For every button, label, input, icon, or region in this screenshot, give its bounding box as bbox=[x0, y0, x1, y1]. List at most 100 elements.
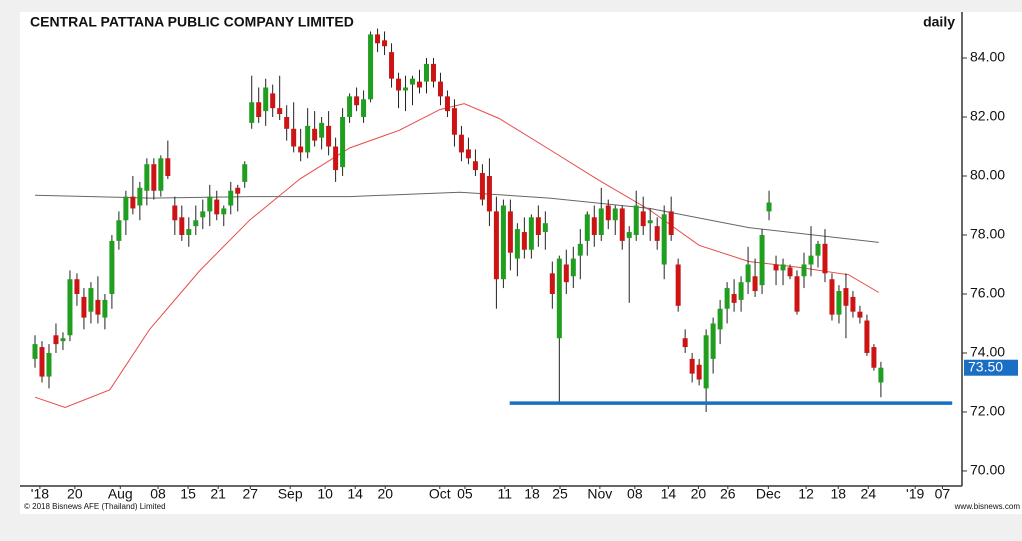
candle-body bbox=[535, 217, 541, 235]
candle-body bbox=[689, 358, 695, 374]
candle-body bbox=[109, 240, 115, 294]
candle-body bbox=[640, 211, 646, 227]
candle-body bbox=[326, 125, 332, 147]
candle-body bbox=[130, 196, 136, 209]
candle-body bbox=[647, 220, 653, 224]
candle-body bbox=[829, 279, 835, 315]
candle-body bbox=[340, 117, 346, 168]
x-tick-label: 25 bbox=[552, 486, 568, 502]
candle-body bbox=[235, 187, 241, 194]
candle-body bbox=[172, 205, 178, 221]
candle-body bbox=[731, 293, 737, 303]
candle-body bbox=[703, 335, 709, 389]
candle-body bbox=[277, 108, 283, 115]
candle-body bbox=[843, 288, 849, 306]
x-tick-label: '18 bbox=[31, 486, 49, 502]
candle-body bbox=[291, 128, 297, 147]
candle-body bbox=[822, 243, 828, 274]
candle-body bbox=[864, 320, 870, 353]
candle-body bbox=[354, 96, 360, 106]
candle-body bbox=[305, 125, 311, 153]
candle-body bbox=[563, 264, 569, 283]
candle-body bbox=[619, 208, 625, 241]
x-tick-label: 24 bbox=[861, 486, 877, 502]
x-tick-label: '19 bbox=[906, 486, 924, 502]
candle-body bbox=[116, 220, 122, 241]
candle-body bbox=[179, 217, 185, 235]
candle-body bbox=[479, 173, 485, 200]
moving-average bbox=[34, 103, 880, 409]
candle-body bbox=[780, 264, 786, 271]
candle-body bbox=[137, 187, 143, 206]
candle-body bbox=[815, 243, 821, 256]
candle-body bbox=[633, 205, 639, 235]
candle-body bbox=[382, 40, 388, 47]
candle-body bbox=[451, 108, 457, 135]
candle-body bbox=[493, 211, 499, 280]
candle-body bbox=[410, 78, 416, 85]
source: www.bisnews.com bbox=[954, 502, 1021, 511]
candle-body bbox=[263, 87, 269, 112]
candle-body bbox=[437, 81, 443, 97]
candle-body bbox=[507, 211, 513, 253]
candle-body bbox=[766, 202, 772, 212]
candle-body bbox=[221, 208, 227, 215]
candle-body bbox=[403, 87, 409, 91]
candle-body bbox=[347, 96, 353, 118]
candle-body bbox=[605, 205, 611, 221]
x-tick-label: 08 bbox=[627, 486, 643, 502]
copyright: © 2018 Bisnews AFE (Thailand) Limited bbox=[24, 502, 166, 511]
candle-body bbox=[53, 335, 59, 345]
candle-body bbox=[857, 311, 863, 318]
y-tick-label: 72.00 bbox=[970, 403, 1005, 419]
candle-body bbox=[773, 264, 779, 271]
candle-body bbox=[361, 99, 367, 118]
x-tick-label: 20 bbox=[377, 486, 393, 502]
candle-body bbox=[200, 211, 206, 218]
candle-body bbox=[850, 296, 856, 312]
candle-body bbox=[542, 223, 548, 233]
candle-body bbox=[787, 267, 793, 277]
candle-body bbox=[878, 367, 884, 383]
candle-body bbox=[214, 199, 220, 215]
candle-body bbox=[738, 282, 744, 300]
y-tick-label: 84.00 bbox=[970, 49, 1005, 65]
candle-body bbox=[151, 164, 157, 191]
candle-body bbox=[696, 364, 702, 380]
y-tick-label: 82.00 bbox=[970, 108, 1005, 124]
candle-body bbox=[871, 347, 877, 368]
candle-body bbox=[682, 338, 688, 348]
y-tick-label: 74.00 bbox=[970, 344, 1005, 360]
candle-body bbox=[158, 158, 164, 191]
candle-body bbox=[549, 273, 555, 294]
candle-body bbox=[500, 205, 506, 280]
candle-body bbox=[165, 158, 171, 176]
x-tick-label: Oct bbox=[429, 486, 451, 502]
candle-body bbox=[207, 196, 213, 212]
candle-body bbox=[39, 347, 45, 377]
x-tick-label: 20 bbox=[691, 486, 707, 502]
candle-body bbox=[333, 146, 339, 171]
y-tick-label: 80.00 bbox=[970, 167, 1005, 183]
candle-body bbox=[465, 149, 471, 159]
candle-body bbox=[472, 161, 478, 171]
candle-body bbox=[836, 291, 842, 315]
candle-body bbox=[46, 352, 52, 377]
candle-body bbox=[67, 279, 73, 336]
candle-body bbox=[521, 232, 527, 250]
y-tick-label: 70.00 bbox=[970, 462, 1005, 478]
candle-body bbox=[242, 164, 248, 182]
candle-body bbox=[32, 344, 38, 359]
candle-body bbox=[661, 214, 667, 265]
candle-body bbox=[556, 258, 562, 339]
candle-body bbox=[312, 128, 318, 141]
last-price-box bbox=[964, 359, 1018, 376]
x-tick-label: 27 bbox=[243, 486, 259, 502]
candle-body bbox=[228, 190, 234, 206]
candle-body bbox=[270, 93, 276, 109]
x-tick-label: 20 bbox=[67, 486, 83, 502]
x-tick-label: 12 bbox=[798, 486, 814, 502]
candle-body bbox=[801, 264, 807, 277]
candle-body bbox=[298, 146, 304, 153]
